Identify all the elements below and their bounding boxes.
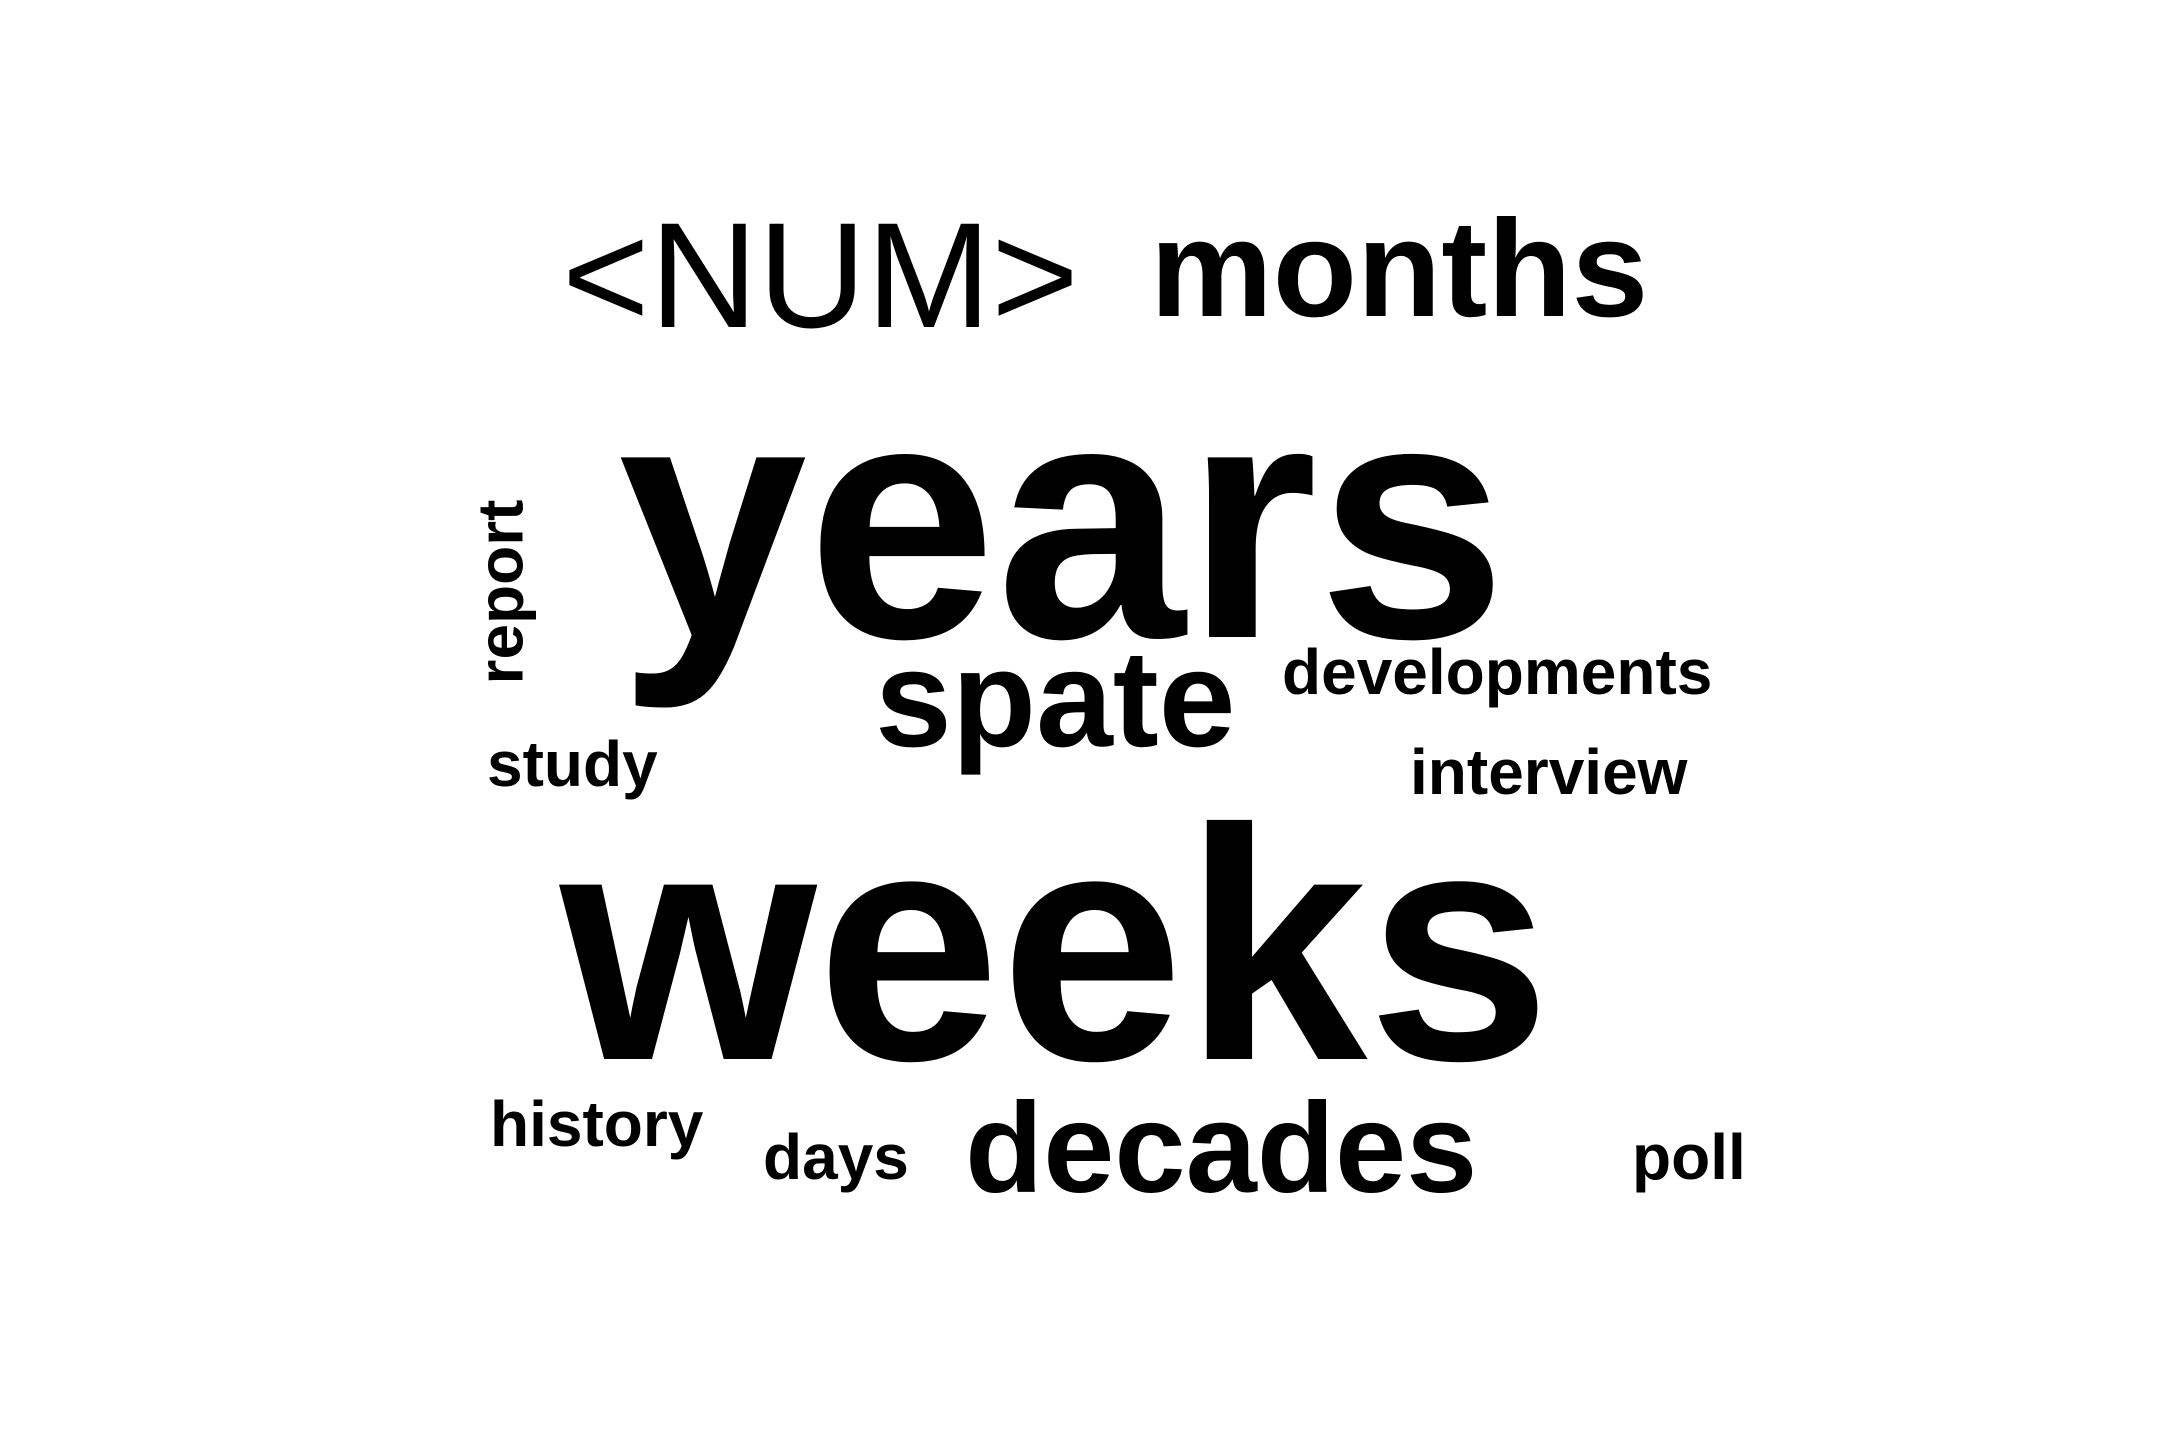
word-history: history <box>490 1088 704 1160</box>
word-years: years <box>618 330 1507 710</box>
word-developments: developments <box>1282 636 1713 708</box>
word-study: study <box>487 728 658 800</box>
word-report: report <box>464 499 537 685</box>
word-decades: decades <box>965 1077 1478 1220</box>
word-poll: poll <box>1632 1121 1746 1193</box>
word-months: months <box>1150 192 1649 346</box>
word-weeks: weeks <box>560 760 1551 1129</box>
word-days: days <box>763 1121 909 1193</box>
word-spate: spate <box>875 622 1236 776</box>
word-interview: interview <box>1410 736 1688 808</box>
word-num: <NUM> <box>562 191 1079 359</box>
